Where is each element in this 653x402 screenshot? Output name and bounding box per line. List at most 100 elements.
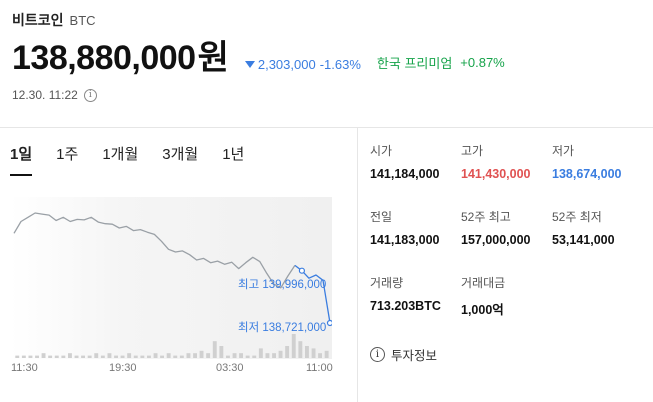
korea-premium: 한국 프리미엄 +0.87% [377,53,505,72]
price-marker [326,319,332,327]
volume-bar [107,353,112,358]
stat-label: 거래대금 [461,276,506,290]
tab-1year[interactable]: 1년 [222,146,245,163]
tab-1day[interactable]: 1일 [10,143,33,176]
volume-bar [206,353,211,358]
volume-bar [272,353,276,358]
x-tick-label: 03:30 [216,362,244,374]
volume-bar [68,353,72,358]
info-icon[interactable]: i [83,88,97,102]
volume-bar [258,348,263,358]
stat-high: 고가 141,430,000 [461,142,552,208]
volume-bar [166,353,171,358]
premium-label: 한국 프리미엄 [376,56,453,71]
change-percent: -1.63% [319,57,361,72]
volume-bar [74,355,79,358]
volume-bar [133,355,138,358]
stat-prev-close: 전일 141,183,000 [370,208,461,274]
volume-bar [245,355,250,358]
coin-name: 비트코인 [12,12,64,28]
time-row: 12.30. 11:22 i [12,88,642,102]
volume-bar [285,346,290,358]
volume-bar [311,348,316,358]
stat-value: 157,000,000 [461,233,531,247]
volume-bar [212,341,217,358]
volume-bar [186,353,191,358]
volume-bar [127,353,132,358]
info-icon: i [370,347,385,362]
volume-bar [193,353,197,358]
high-value: 139,996,000 [262,279,327,291]
volume-bar [278,350,283,358]
high-annotation: 최고 139,996,000 [238,276,326,292]
low-value: 138,721,000 [262,322,327,334]
invest-info-link[interactable]: i 투자정보 [370,345,437,364]
invest-info-label: 투자정보 [391,349,438,363]
volume-bar [219,346,224,358]
stat-low: 저가 138,674,000 [552,142,643,208]
volume-bar [54,355,59,358]
stats-grid: 시가 141,184,000 고가 141,430,000 저가 138,674… [370,142,650,340]
title-row: 비트코인 BTC [12,10,642,30]
volume-bar [265,353,270,358]
volume-bar [305,346,309,358]
volume-bar [199,350,204,358]
stat-label: 저가 [552,144,575,158]
stat-label: 전일 [370,210,393,224]
stat-value: 53,141,000 [552,233,615,247]
price-change: 2,303,000 -1.63% [244,57,361,72]
stat-label: 시가 [370,144,393,158]
current-price: 138,880,000 [12,39,196,77]
stat-52w-low: 52주 최저 53,141,000 [552,208,643,274]
stat-volume: 거래량 713.203BTC [370,274,461,340]
price-marker [298,267,305,274]
header: 비트코인 BTC 138,880,000 원 2,303,000 -1.63% … [12,10,642,102]
volume-bar [21,355,26,358]
stat-label: 거래량 [370,276,404,290]
stat-value: 141,184,000 [370,167,440,181]
stats-panel: 시가 141,184,000 고가 141,430,000 저가 138,674… [370,142,650,340]
stat-value: 141,183,000 [370,233,440,247]
tab-1week[interactable]: 1주 [56,146,79,163]
coin-ticker: BTC [69,13,96,28]
stat-open: 시가 141,184,000 [370,142,461,208]
volume-bar [81,355,85,358]
volume-bar [239,353,243,358]
divider-vertical [357,128,358,402]
price-row: 138,880,000 원 2,303,000 -1.63% 한국 프리미엄 +… [12,38,642,78]
volume-bar [61,355,66,358]
stat-52w-high: 52주 최고 157,000,000 [461,208,552,274]
tab-3month[interactable]: 3개월 [162,146,199,163]
volume-bar [48,355,53,358]
divider-horizontal [0,127,653,128]
volume-bar [15,355,20,358]
period-tabs: 1일 1주 1개월 3개월 1년 [10,143,268,176]
stat-label: 52주 최저 [552,210,602,224]
timestamp: 12.30. 11:22 [12,88,78,102]
volume-bar [94,353,99,358]
stat-trade-amount: 거래대금 1,000억 [461,274,552,340]
chart-svg [13,212,332,358]
volume-bar [28,355,33,358]
price-unit: 원 [197,39,229,77]
x-tick-label: 11:00 [306,362,333,374]
change-amount: 2,303,000 [257,57,316,72]
price-line [294,264,331,324]
volume-bar [140,355,145,358]
volume-bar [252,355,257,358]
volume-bar [179,355,184,358]
tab-1month[interactable]: 1개월 [102,146,139,163]
down-triangle-icon [244,61,255,68]
low-label: 최저 [238,322,260,334]
stat-value: 141,430,000 [461,167,531,181]
price-chart[interactable]: 11:30 19:30 03:30 11:00 최고 139,996,000 최… [10,197,333,381]
high-label: 최고 [238,279,260,291]
volume-bar [87,355,92,358]
volume-bar [173,355,178,358]
volume-bar [41,353,46,358]
volume-bar [232,353,237,358]
volume-bar [120,355,125,358]
stat-label: 52주 최고 [461,210,511,224]
chart-background [10,197,332,359]
volume-bar [114,355,118,358]
